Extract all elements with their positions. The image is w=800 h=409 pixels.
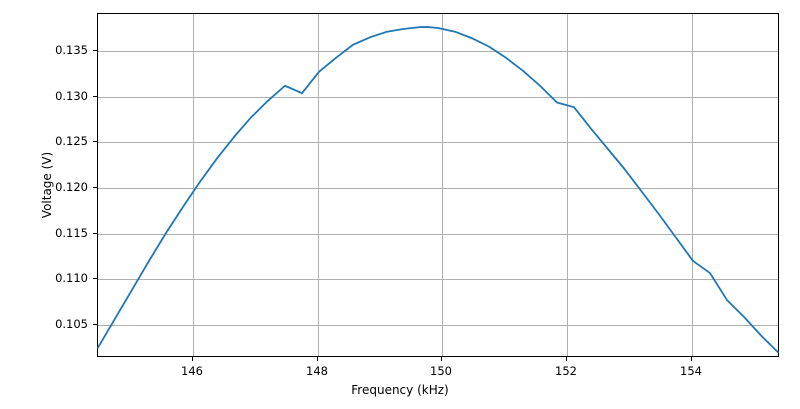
gridline-horizontal [98,142,778,143]
gridline-vertical [567,14,568,356]
gridline-vertical [193,14,194,356]
x-tick-mark [691,357,692,361]
y-tick-label: 0.135 [55,43,88,57]
x-tick-label: 152 [555,364,577,378]
x-tick-label: 154 [680,364,702,378]
gridline-horizontal [98,325,778,326]
y-tick-mark [93,141,97,142]
x-tick-mark [566,357,567,361]
gridline-horizontal [98,188,778,189]
y-tick-mark [93,324,97,325]
y-tick-mark [93,50,97,51]
y-tick-label: 0.110 [55,271,88,285]
gridline-horizontal [98,97,778,98]
y-axis-label: Voltage (V) [14,0,80,370]
plot-area [97,13,779,357]
x-tick-label: 148 [306,364,328,378]
x-tick-mark [317,357,318,361]
gridline-horizontal [98,279,778,280]
y-axis-label-text: Voltage (V) [40,151,55,219]
gridline-horizontal [98,234,778,235]
y-tick-mark [93,96,97,97]
y-tick-mark [93,233,97,234]
gridline-vertical [692,14,693,356]
y-tick-mark [93,278,97,279]
x-tick-mark [441,357,442,361]
y-tick-mark [93,187,97,188]
gridline-vertical [318,14,319,356]
gridline-vertical [442,14,443,356]
y-tick-label: 0.120 [55,180,88,194]
y-tick-label: 0.125 [55,134,88,148]
y-tick-label: 0.105 [55,317,88,331]
data-line-series [97,26,779,354]
y-tick-label: 0.115 [55,226,88,240]
x-tick-mark [192,357,193,361]
x-tick-label: 146 [181,364,203,378]
x-axis-label: Frequency (kHz) [351,383,449,397]
x-tick-label: 150 [430,364,452,378]
gridline-horizontal [98,51,778,52]
y-tick-label: 0.130 [55,89,88,103]
